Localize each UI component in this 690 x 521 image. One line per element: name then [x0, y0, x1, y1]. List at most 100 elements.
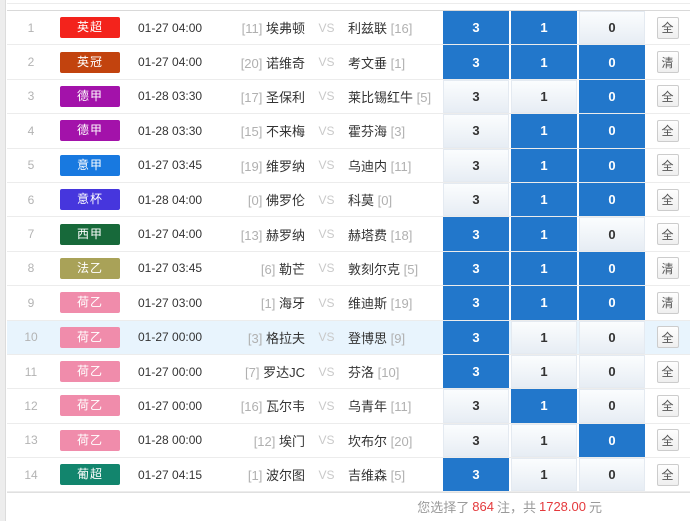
league-badge: 荷乙 [60, 429, 120, 451]
odds-cell-win[interactable]: 3 [443, 389, 509, 423]
odds-cell-lose[interactable]: 0 [579, 45, 645, 79]
odds-cell-lose[interactable]: 0 [579, 148, 645, 182]
away-team: 吉维森 [348, 468, 388, 484]
odds-cell-draw[interactable]: 1 [511, 286, 577, 320]
league-badge: 荷乙 [60, 292, 120, 314]
away-team: 赫塔费 [348, 227, 388, 243]
odds-cell-win[interactable]: 3 [443, 11, 509, 45]
vs-label: VS [318, 192, 335, 207]
odds-cell-lose[interactable]: 0 [579, 217, 645, 251]
vs-label: VS [318, 20, 335, 35]
page-left-edge [0, 0, 6, 521]
selection-summary: 您选择了 864 注，共 1728.00 元 [7, 492, 690, 521]
away-rank: [11] [390, 158, 412, 174]
row-action-button[interactable]: 清 [656, 51, 679, 74]
odds-cell-lose[interactable]: 0 [579, 286, 645, 320]
odds-cell-draw[interactable]: 1 [511, 423, 577, 458]
odds-cell-win[interactable]: 3 [443, 354, 509, 389]
row-action-button[interactable]: 全 [656, 326, 679, 349]
league-badge: 荷乙 [60, 395, 120, 417]
odds-cell-lose[interactable]: 0 [579, 354, 645, 389]
odds-cell-draw[interactable]: 1 [511, 45, 577, 79]
away-team: 芬洛 [348, 365, 375, 381]
row-action-button[interactable]: 全 [656, 463, 679, 486]
odds-cell-lose[interactable]: 0 [579, 458, 645, 492]
odds-cell-draw[interactable]: 1 [511, 114, 577, 148]
odds-cell-win[interactable]: 3 [443, 79, 509, 114]
row-action-button[interactable]: 全 [656, 394, 679, 417]
home-team: 埃弗顿 [265, 21, 305, 37]
vs-label: VS [318, 227, 335, 242]
odds-cell-draw[interactable]: 1 [511, 389, 577, 423]
total-amount: 1728.00 [538, 499, 586, 515]
row-action-button[interactable]: 全 [656, 154, 679, 177]
odds-cell-draw[interactable]: 1 [511, 458, 577, 492]
match-row: 10 荷乙 01-27 00:00 [3] 格拉夫 VS 登博思 [9] 3 1… [7, 320, 690, 355]
odds-cell-draw[interactable]: 1 [511, 217, 577, 251]
odds-cell-lose[interactable]: 0 [579, 389, 645, 423]
away-rank: [0] [377, 193, 393, 209]
odds-cell-lose[interactable]: 0 [579, 79, 645, 114]
odds-cell-win[interactable]: 3 [443, 320, 509, 354]
odds-cell-win[interactable]: 3 [443, 45, 509, 79]
match-row: 6 意杯 01-28 04:00 [0] 佛罗伦 VS 科莫 [0] 3 1 0… [7, 182, 690, 218]
odds-cell-draw[interactable]: 1 [511, 354, 577, 389]
odds-cell-win[interactable]: 3 [443, 286, 509, 320]
home-team: 维罗纳 [265, 158, 305, 174]
odds-cell-win[interactable]: 3 [443, 458, 509, 492]
home-rank: [17] [240, 89, 266, 105]
vs-label: VS [318, 261, 335, 276]
row-action-button[interactable]: 全 [656, 429, 679, 452]
row-action-button[interactable]: 全 [656, 119, 679, 142]
odds-cell-draw[interactable]: 1 [511, 251, 577, 286]
match-row: 4 德甲 01-28 03:30 [15] 不来梅 VS 霍芬海 [3] 3 1… [7, 114, 690, 149]
row-action-button[interactable]: 全 [656, 188, 679, 211]
home-rank: [13] [240, 227, 266, 243]
odds-cells: 3 1 0 [443, 423, 645, 458]
vs-label: VS [318, 467, 335, 482]
odds-cell-lose[interactable]: 0 [579, 114, 645, 148]
home-team: 埃门 [278, 433, 305, 449]
odds-cell-draw[interactable]: 1 [511, 79, 577, 114]
odds-cell-lose[interactable]: 0 [579, 320, 645, 354]
away-rank: [9] [390, 330, 406, 346]
odds-cell-lose[interactable]: 0 [579, 182, 645, 217]
row-number: 12 [24, 398, 38, 413]
match-row: 13 荷乙 01-28 00:00 [12] 埃门 VS 坎布尔 [20] 3 … [7, 423, 690, 459]
odds-cell-win[interactable]: 3 [443, 148, 509, 182]
odds-cell-draw[interactable]: 1 [511, 182, 577, 217]
row-number: 4 [27, 123, 35, 138]
row-action-button[interactable]: 全 [656, 223, 679, 246]
vs-label: VS [318, 55, 335, 70]
odds-cell-win[interactable]: 3 [443, 182, 509, 217]
odds-cell-lose[interactable]: 0 [579, 423, 645, 458]
home-team: 瓦尔韦 [265, 399, 305, 415]
row-action-button[interactable]: 清 [656, 257, 679, 280]
odds-cell-draw[interactable]: 1 [511, 11, 577, 45]
odds-cell-win[interactable]: 3 [443, 251, 509, 286]
row-action-button[interactable]: 清 [656, 291, 679, 314]
match-time: 01-27 04:00 [138, 55, 203, 70]
row-number: 11 [24, 364, 38, 379]
odds-cell-lose[interactable]: 0 [579, 11, 645, 45]
vs-label: VS [318, 89, 335, 104]
odds-cell-win[interactable]: 3 [443, 217, 509, 251]
odds-cell-draw[interactable]: 1 [511, 320, 577, 354]
odds-cell-draw[interactable]: 1 [511, 148, 577, 182]
away-team: 坎布尔 [348, 433, 388, 449]
match-time: 01-27 00:00 [138, 398, 203, 413]
odds-cell-win[interactable]: 3 [443, 423, 509, 458]
odds-cell-win[interactable]: 3 [443, 114, 509, 148]
row-action-button[interactable]: 全 [656, 360, 679, 383]
odds-cells: 3 1 0 [443, 251, 645, 286]
away-rank: [19] [390, 296, 413, 312]
odds-cells: 3 1 0 [443, 286, 645, 320]
match-time: 01-28 03:30 [138, 89, 203, 104]
league-badge: 意甲 [60, 154, 120, 176]
row-action-button[interactable]: 全 [656, 16, 679, 39]
odds-cell-lose[interactable]: 0 [579, 251, 645, 286]
row-action-button[interactable]: 全 [656, 85, 679, 108]
odds-cells: 3 1 0 [443, 148, 645, 182]
match-row: 7 西甲 01-27 04:00 [13] 赫罗纳 VS 赫塔费 [18] 3 … [7, 217, 690, 252]
league-badge: 英冠 [60, 51, 120, 73]
